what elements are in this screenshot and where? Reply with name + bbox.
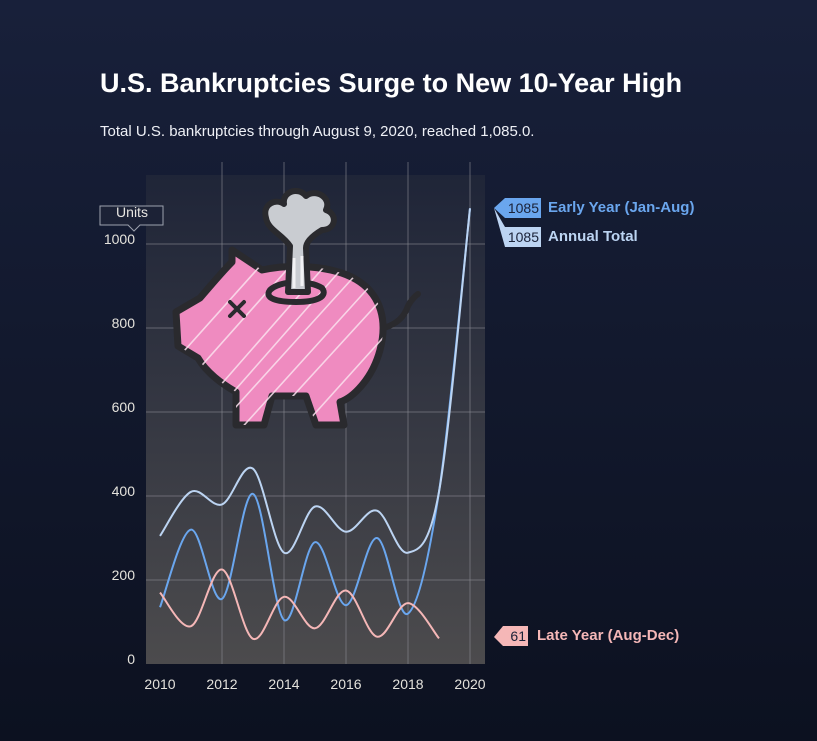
series-line-late-year bbox=[159, 568, 440, 640]
series-line-early-year bbox=[159, 208, 471, 621]
x-axis: 2010 2012 2014 2016 2018 2020 bbox=[144, 676, 485, 692]
legend-tag bbox=[494, 208, 541, 247]
unit-label-text: Units bbox=[116, 204, 148, 220]
y-tick-label: 600 bbox=[112, 399, 136, 415]
x-tick-label: 2020 bbox=[454, 676, 485, 692]
chart-title: U.S. Bankruptcies Surge to New 10-Year H… bbox=[100, 68, 683, 98]
legend-label: Early Year (Jan-Aug) bbox=[548, 199, 694, 216]
legend: 1085 Early Year (Jan-Aug) 1085 Annual Total… bbox=[494, 198, 694, 646]
y-tick-label: 1000 bbox=[104, 231, 135, 247]
legend-end-value: 1085 bbox=[508, 200, 539, 216]
unit-label-box bbox=[99, 205, 164, 232]
x-tick-label: 2010 bbox=[144, 676, 175, 692]
legend-tag bbox=[494, 626, 528, 646]
x-tick-label: 2012 bbox=[206, 676, 237, 692]
legend-item-early-year: 1085 Early Year (Jan-Aug) bbox=[494, 198, 694, 218]
y-axis: 0 200 400 600 800 1000 bbox=[104, 231, 135, 667]
x-tick-label: 2018 bbox=[392, 676, 423, 692]
y-tick-label: 0 bbox=[127, 651, 135, 667]
y-tick-label: 800 bbox=[112, 315, 136, 331]
legend-item-late-year: 61 Late Year (Aug-Dec) bbox=[494, 626, 679, 646]
chart-subtitle: Total U.S. bankruptcies through August 9… bbox=[100, 123, 535, 140]
series-layer bbox=[159, 208, 471, 640]
legend-label: Late Year (Aug-Dec) bbox=[537, 627, 679, 644]
x-tick-label: 2014 bbox=[268, 676, 299, 692]
legend-tag bbox=[494, 198, 541, 218]
unit-label: Units bbox=[99, 204, 164, 232]
series-line-annual-total bbox=[159, 208, 471, 554]
legend-item-annual-total: 1085 Annual Total bbox=[494, 208, 638, 247]
x-tick-label: 2016 bbox=[330, 676, 361, 692]
y-tick-label: 200 bbox=[112, 567, 136, 583]
legend-end-value: 1085 bbox=[508, 229, 539, 245]
broken-piggy-bank-icon bbox=[172, 187, 421, 429]
y-tick-label: 400 bbox=[112, 483, 136, 499]
legend-label: Annual Total bbox=[548, 228, 638, 245]
legend-end-value: 61 bbox=[510, 628, 526, 644]
